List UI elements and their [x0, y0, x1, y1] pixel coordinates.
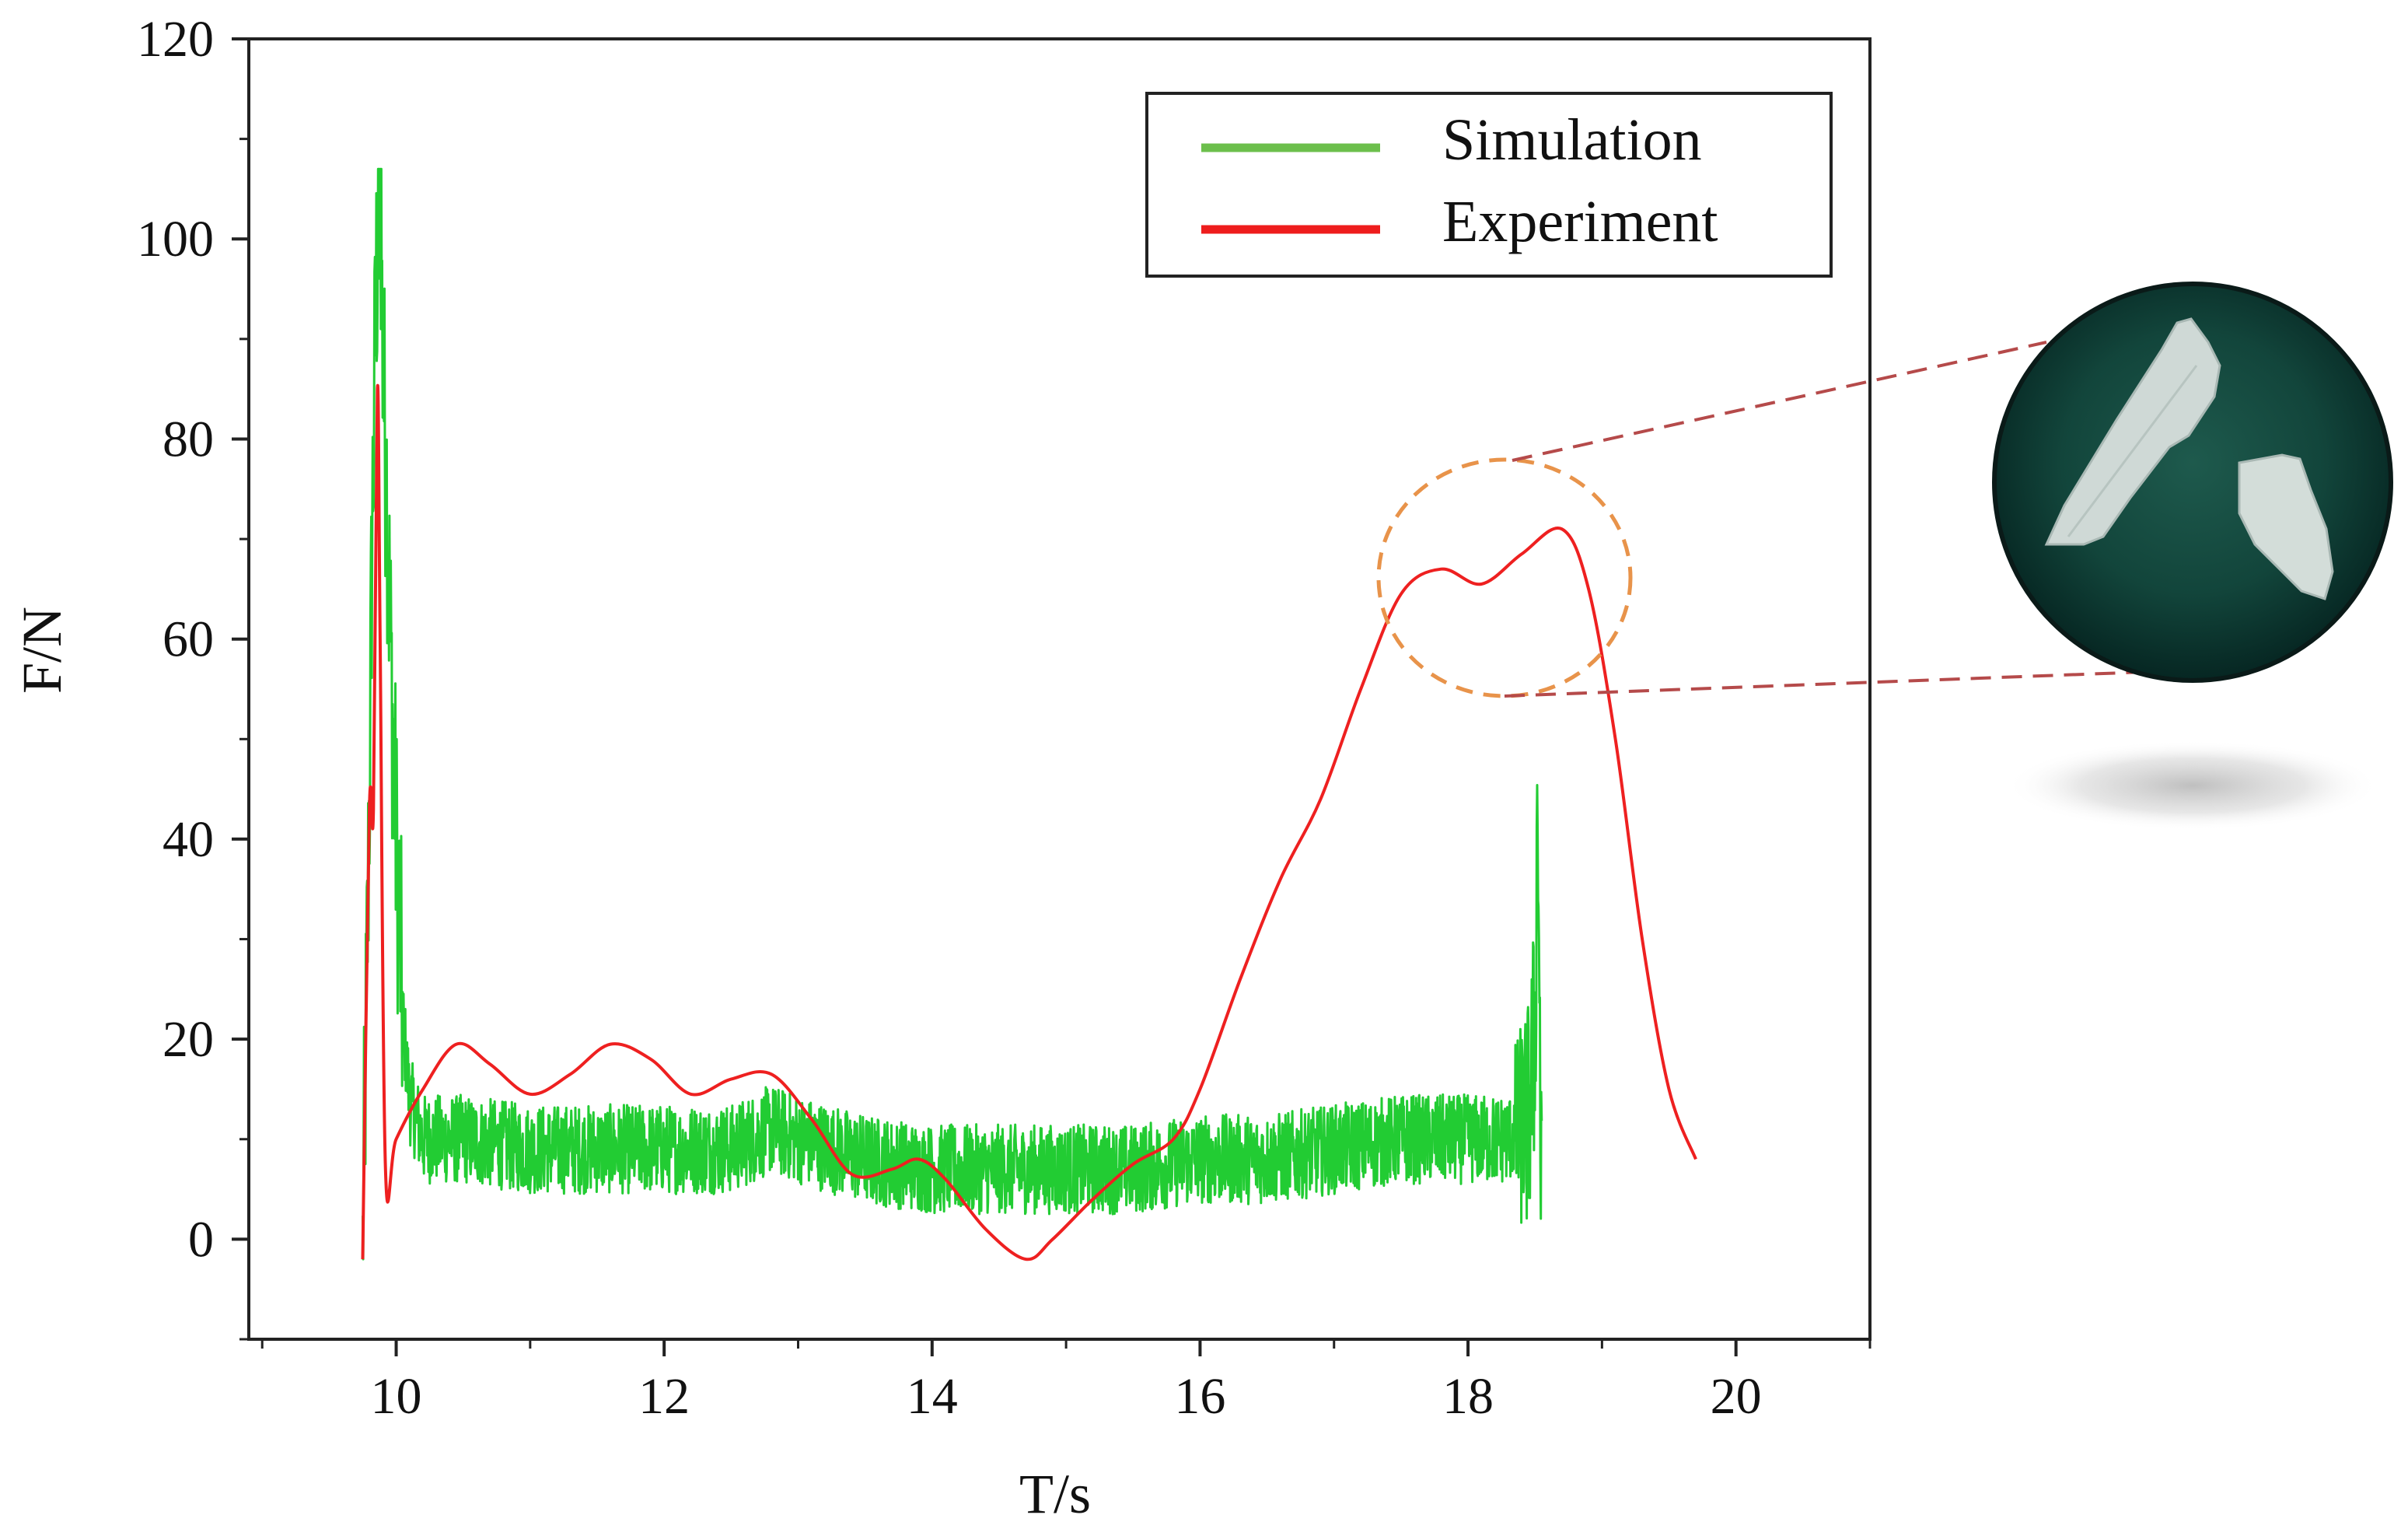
x-tick-label: 14 [907, 1368, 958, 1425]
x-tick-label: 12 [638, 1368, 690, 1425]
y-tick-label: 80 [163, 411, 214, 467]
plot-frame [247, 37, 1872, 1341]
peak-highlight-circle [1376, 457, 1633, 698]
x-axis-title: T/s [1019, 1463, 1091, 1525]
y-tick-label: 120 [137, 11, 214, 68]
y-tick-label: 0 [188, 1211, 214, 1268]
experiment-series-line [361, 383, 1697, 1261]
x-tick-label: 18 [1442, 1368, 1494, 1425]
connector-line-bottom [1504, 669, 2187, 698]
legend-label-simulation: Simulation [1442, 107, 1702, 173]
x-tick-label: 10 [371, 1368, 422, 1425]
x-tick-label: 20 [1711, 1368, 1762, 1425]
y-axis: 0 20 40 60 80 100 120 [137, 11, 249, 1341]
fragment-large [2044, 317, 2221, 546]
y-tick-label: 100 [137, 211, 214, 268]
y-axis-title: F/N [11, 607, 73, 694]
legend-label-experiment: Experiment [1442, 189, 1718, 254]
legend: Simulation Experiment [1145, 92, 1833, 278]
y-tick-label: 60 [163, 611, 214, 668]
fragment-crease [2067, 365, 2198, 537]
fragment-photo-inset [1992, 282, 2393, 831]
x-tick-label: 16 [1174, 1368, 1225, 1425]
y-tick-label: 20 [163, 1011, 214, 1068]
legend-box [1145, 92, 1833, 278]
photo-shadow [2006, 740, 2379, 831]
x-axis: 10 12 14 16 18 20 [260, 1339, 1872, 1425]
y-tick-label: 40 [163, 811, 214, 868]
fragment-small [2238, 453, 2334, 600]
simulation-series-line [362, 167, 1543, 1261]
connector-line-top [1512, 341, 2047, 462]
